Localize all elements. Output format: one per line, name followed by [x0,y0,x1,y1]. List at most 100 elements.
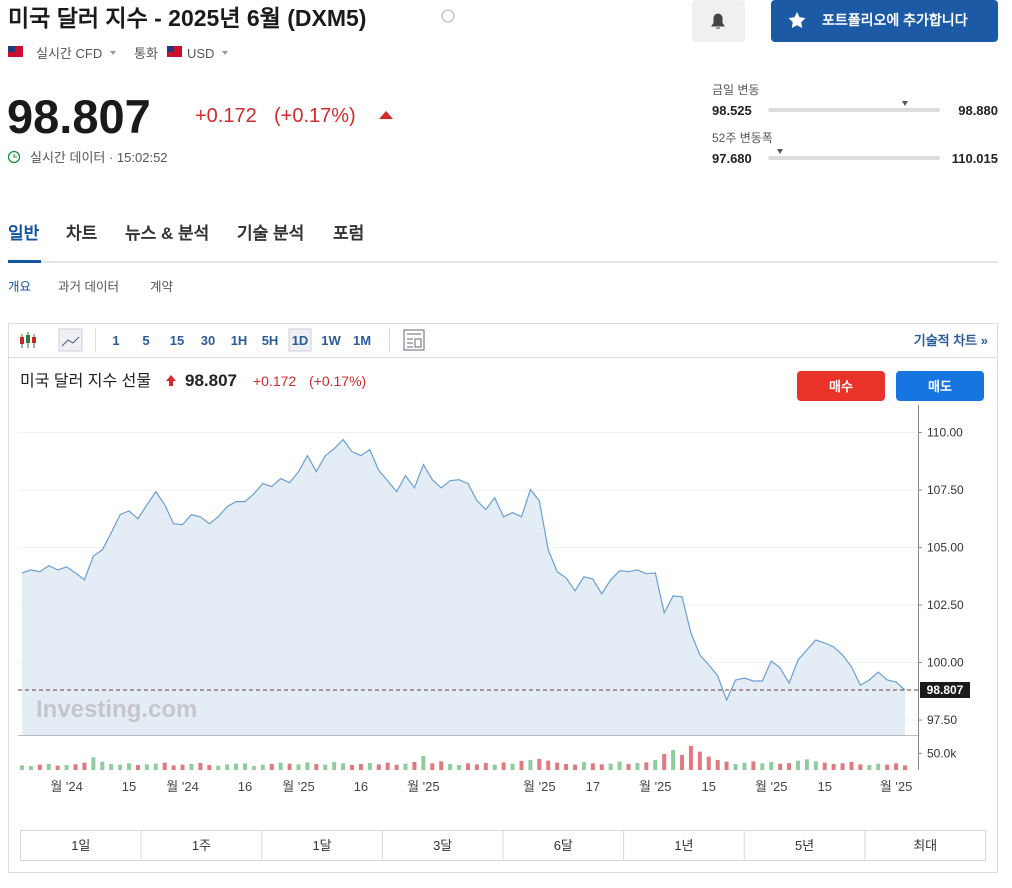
clock-hand [13,154,17,158]
y-tick-label: 105.00 [927,541,964,555]
volume-bar [581,762,586,770]
interval[interactable]: 1D [292,333,309,348]
interval[interactable]: 5H [262,333,279,348]
range-button[interactable]: 1일 [71,838,90,853]
interval[interactable]: 1 [112,333,119,348]
x-tick-label: 월 '25 [639,779,672,794]
buy-button[interactable] [797,371,885,401]
subtab[interactable]: 과거 데이터 [58,280,119,294]
volume-bar [234,763,239,770]
volume-bar [715,760,720,770]
volume-bar [617,761,622,770]
volume-bar [769,762,774,770]
range-button[interactable]: 6달 [554,838,573,853]
legend-change: +0.172 [253,373,296,389]
volume-bar [590,763,595,770]
change-pct: (+0.17%) [274,105,356,127]
up-arrow [379,111,393,119]
portfolio-button[interactable] [771,0,998,42]
volume-bar [849,762,854,770]
title: 미국 달러 지수 - 2025년 6월 (DXM5) [8,5,366,31]
tab[interactable]: 일반 [8,224,40,243]
candle-icon[interactable] [20,332,36,348]
volume-bar [269,764,274,770]
volume-bar [697,751,702,770]
tab[interactable]: 뉴스 & 분석 [125,224,209,243]
star-icon [788,12,806,28]
volume-bar [37,764,42,770]
flag-icon [167,46,182,57]
x-tick-label: 월 '25 [880,779,913,794]
volume-bar [323,764,328,770]
subtab[interactable]: 계약 [150,279,174,294]
volume-bar [189,764,194,770]
volume-bar [207,765,212,770]
volume-bar [894,763,899,770]
price-line [21,438,906,702]
volume-bar [626,764,631,770]
week52-bar [768,156,940,160]
range-button[interactable]: 1주 [192,838,211,853]
market[interactable]: 실시간 CFD [36,46,102,61]
volume-bar [73,764,78,770]
volume-bar [840,763,845,770]
x-tick-label: 15 [122,779,136,794]
interval[interactable]: 30 [201,333,215,348]
range-button[interactable]: 1달 [312,838,331,853]
clock-icon [7,150,21,164]
currency[interactable]: USD [187,46,214,61]
volume-bar [171,765,176,770]
tech-chart-link[interactable]: 기술적 차트 » [914,333,988,348]
interval[interactable]: 1H [231,333,248,348]
bell-icon [711,13,725,29]
flag-canton [167,46,174,52]
volume-bar [831,764,836,770]
volume-bar [198,763,203,770]
subtab[interactable]: 개요 [8,280,31,294]
range-button[interactable]: 3달 [433,838,452,853]
volume-bar [135,765,140,770]
volume-bar [180,764,185,770]
volume-bar [876,763,881,770]
info-icon[interactable] [441,9,455,23]
tab[interactable]: 기술 분석 [237,224,304,243]
y-tick-label: 110.00 [927,426,963,440]
interval[interactable]: 5 [142,333,149,348]
volume-bar [412,762,417,770]
interval[interactable]: 15 [170,333,184,348]
interval[interactable]: 1M [353,333,371,348]
interval[interactable]: 1W [321,333,341,348]
x-tick-label: 15 [817,779,831,794]
volume-bar [483,763,488,770]
volume-bar [314,764,319,770]
y-tick-label: 100.00 [927,656,964,670]
volume-bar [457,765,462,770]
layout-icon[interactable] [403,329,425,351]
tab[interactable]: 포럼 [333,224,364,243]
volume-bar [858,764,863,770]
area-icon[interactable] [58,328,83,352]
volume-bar [385,762,390,770]
currency-label: 통화 [134,46,158,61]
volume-bar [278,762,283,770]
volume-bar [251,766,256,770]
volume-bar [305,762,310,770]
day-range-label: 금일 변동 [712,83,760,97]
range-button[interactable]: 5년 [795,838,814,853]
tab[interactable]: 차트 [66,224,98,243]
range-button[interactable]: 최대 [913,838,937,853]
volume-bar [501,762,506,770]
interval-selected [288,328,312,352]
volume-bar [144,764,149,770]
volume-bar [260,764,265,770]
legend-change-pct: (+0.17%) [309,373,366,389]
y-tick-label: 102.50 [927,598,964,612]
volume-bar [350,765,355,770]
sell-button[interactable] [896,371,984,401]
area-fill [22,439,905,735]
price: 98.807 [7,90,151,143]
volume-bar [358,764,363,770]
volume-bar [804,759,809,770]
range-button[interactable]: 1년 [674,838,693,853]
